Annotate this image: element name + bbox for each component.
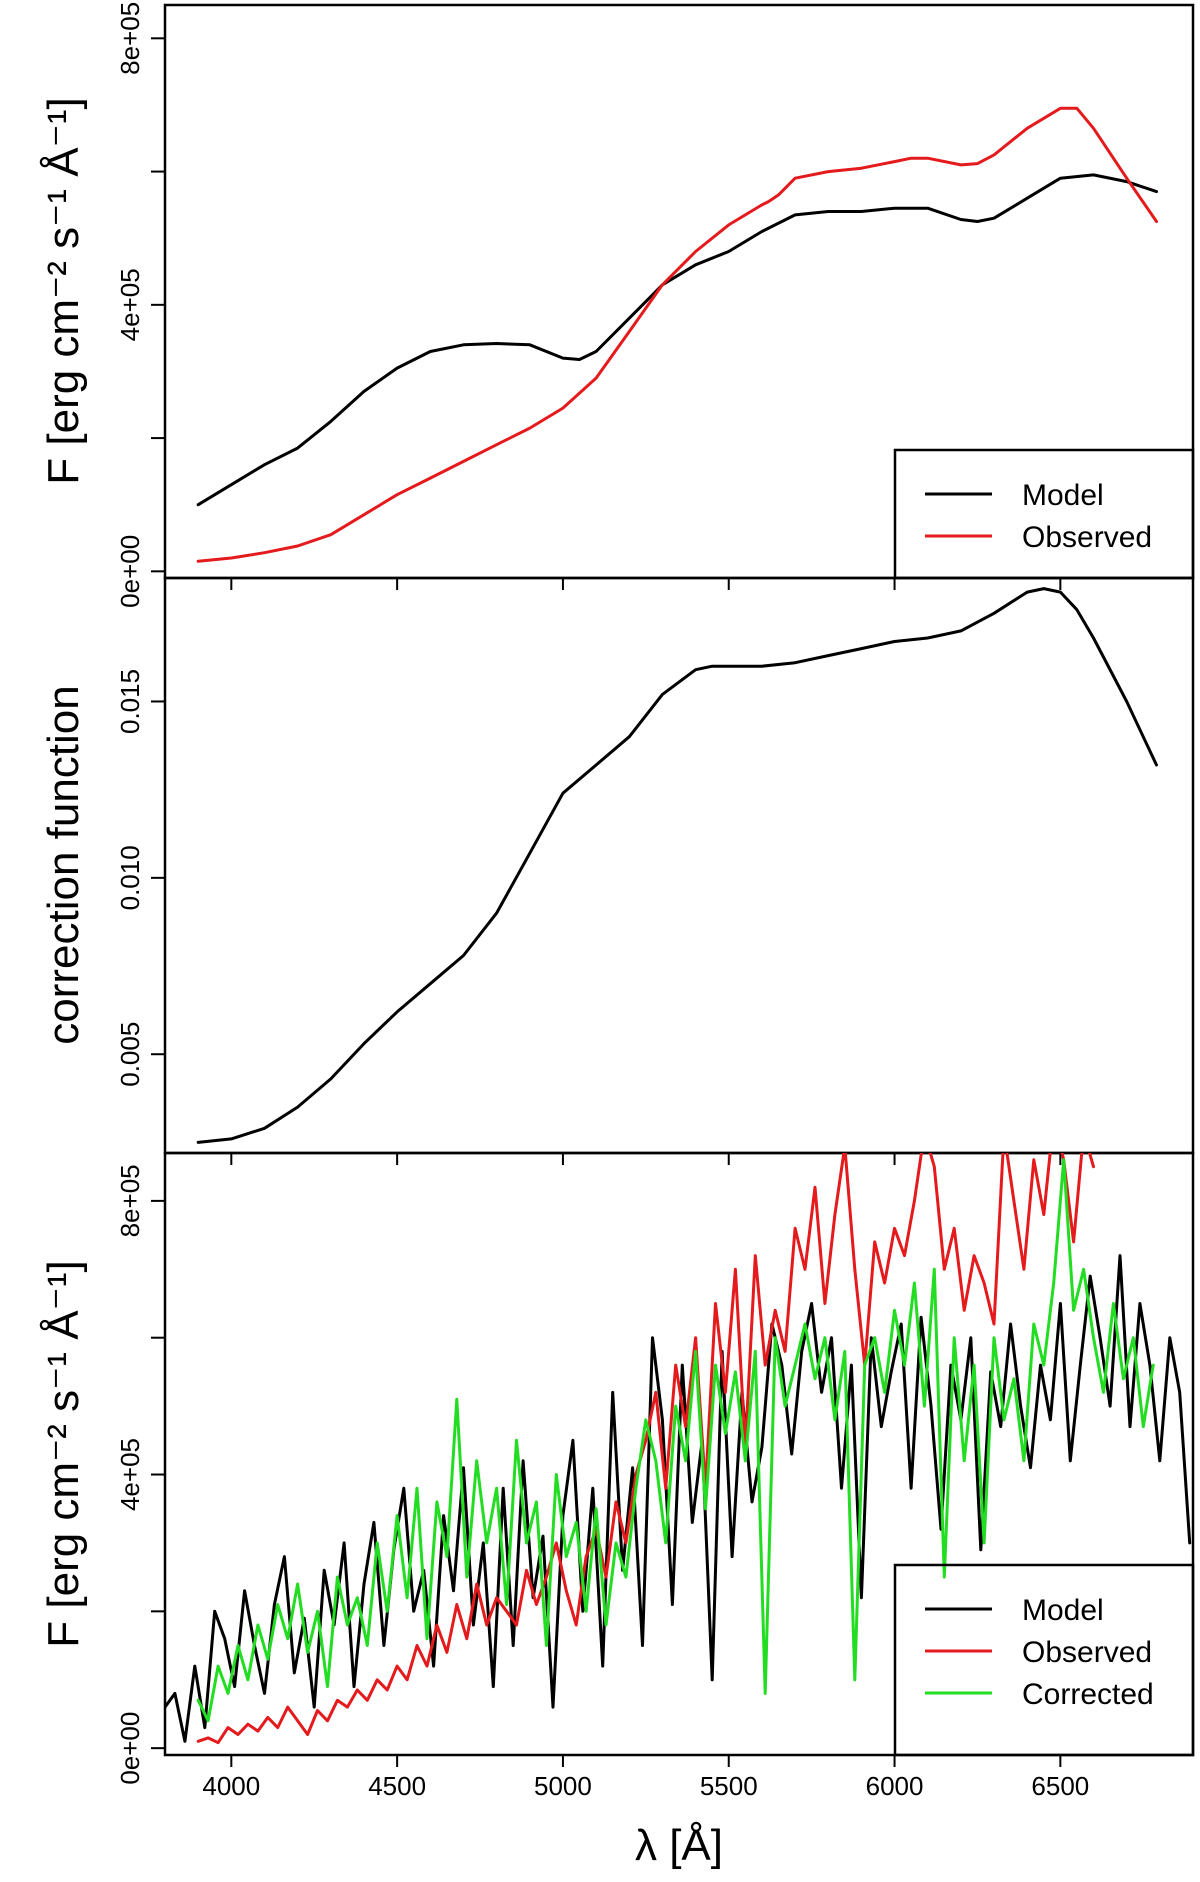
series-line-observed — [196, 106, 1158, 563]
y-tick-label: 0.010 — [115, 845, 145, 910]
top-panel: F [erg cm⁻² s⁻¹ Å⁻¹] 0e+00 4e+05 8e+05 Mod… — [39, 2, 1195, 608]
bottom-panel-ylabel: F [erg cm⁻² s⁻¹ Å⁻¹] — [39, 1260, 88, 1647]
x-tick-label: 6000 — [866, 1771, 924, 1801]
y-tick-label: 4e+05 — [115, 268, 145, 341]
x-axis-label: λ [Å] — [635, 1821, 723, 1870]
bottom-panel-legend-box — [893, 1563, 1195, 1757]
y-tick-label: 4e+05 — [115, 1438, 145, 1511]
x-tick-label: 6500 — [1031, 1771, 1089, 1801]
top-panel-legend: Model Observed — [893, 448, 1195, 580]
middle-panel-series — [196, 587, 1158, 1144]
y-tick-label: 0.015 — [115, 669, 145, 734]
middle-panel: correction function 0.005 0.010 0.015 — [39, 576, 1195, 1165]
top-panel-legend-box — [893, 448, 1195, 580]
bottom-panel-frame — [163, 1151, 1195, 1757]
y-tick-label: 8e+05 — [115, 2, 145, 75]
legend-label-observed: Observed — [1022, 1636, 1152, 1669]
top-panel-yticks: 0e+00 4e+05 8e+05 — [115, 2, 165, 608]
y-tick-label: 0e+00 — [115, 1712, 145, 1785]
series-line-model — [196, 173, 1158, 507]
bottom-panel-series — [165, 1153, 1192, 1745]
series-line-correction — [196, 587, 1158, 1144]
bottom-panel: F [erg cm⁻² s⁻¹ Å⁻¹] 0e+00 4e+05 8e+05 400… — [39, 1151, 1195, 1870]
x-tick-label: 5000 — [534, 1771, 592, 1801]
x-tick-label: 4000 — [202, 1771, 260, 1801]
legend-label-model: Model — [1022, 479, 1104, 512]
x-tick-label: 4500 — [368, 1771, 426, 1801]
top-panel-series — [196, 106, 1158, 563]
series-line-corrected — [196, 1158, 1155, 1723]
bottom-panel-legend: Model Observed Corrected — [893, 1563, 1195, 1757]
legend-label-corrected: Corrected — [1022, 1678, 1154, 1711]
x-tick-label: 5500 — [700, 1771, 758, 1801]
middle-panel-ylabel: correction function — [39, 685, 88, 1045]
y-tick-label: 0e+00 — [115, 535, 145, 608]
middle-panel-yticks: 0.005 0.010 0.015 — [115, 669, 165, 1087]
series-line-observed — [196, 1153, 1095, 1745]
y-tick-label: 8e+05 — [115, 1164, 145, 1237]
legend-label-model: Model — [1022, 1594, 1104, 1627]
legend-label-observed: Observed — [1022, 521, 1152, 554]
bottom-panel-yticks: 0e+00 4e+05 8e+05 — [115, 1164, 165, 1785]
middle-panel-frame — [163, 576, 1195, 1155]
top-panel-ylabel: F [erg cm⁻² s⁻¹ Å⁻¹] — [39, 97, 88, 484]
bottom-panel-xticks: 4000 4500 5000 5500 6000 6500 — [202, 1755, 1089, 1801]
y-tick-label: 0.005 — [115, 1022, 145, 1087]
